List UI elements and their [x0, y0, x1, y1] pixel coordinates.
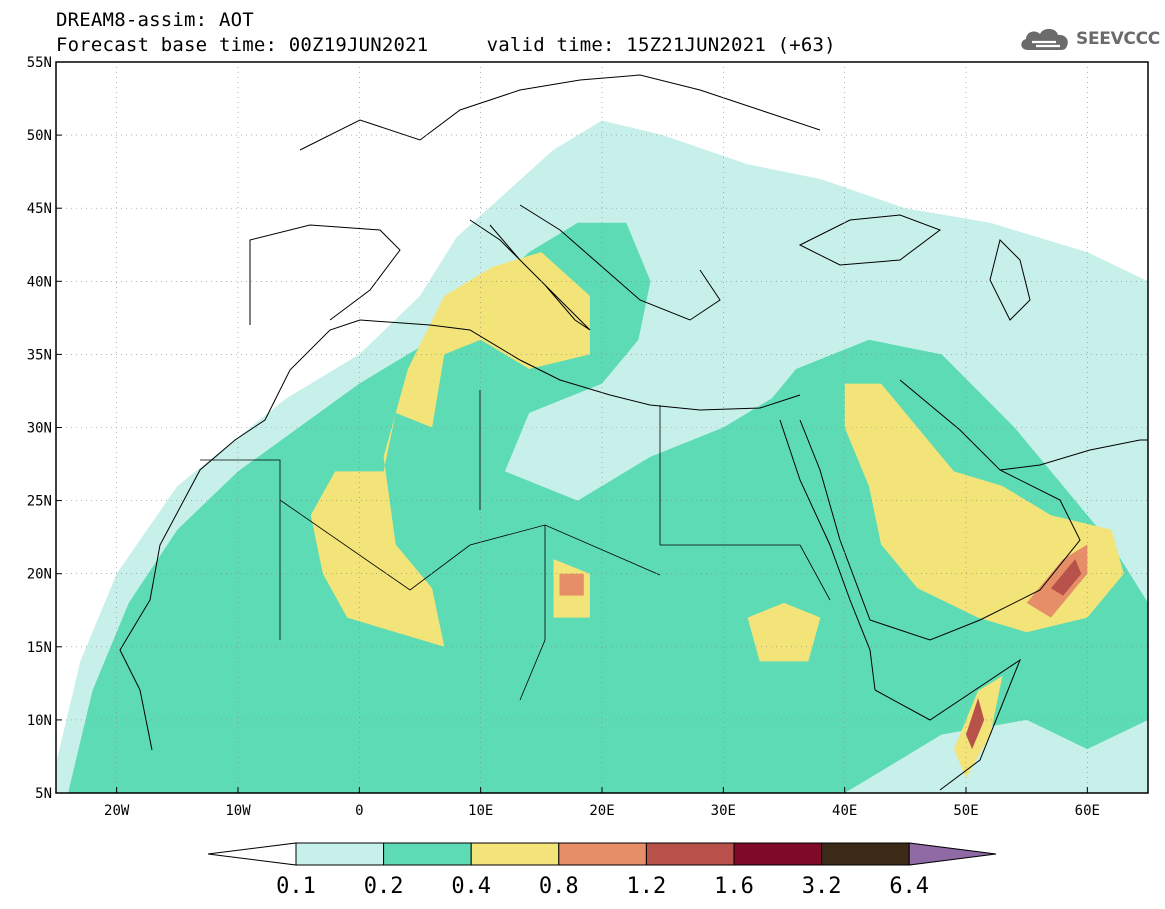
seevccc-logo: SEEVCCC: [1018, 22, 1160, 56]
latitude-axis: 55N 50N 45N 40N 35N 30N 25N 20N 15N 10N 5N: [27, 55, 62, 802]
coastline-arabia: [799, 379, 1081, 641]
colorbar-label: 3.2: [802, 874, 842, 899]
aot-region-level-3: [559, 573, 584, 596]
aot-field-layer: [56, 120, 1148, 793]
aot-region-level-4: [1050, 559, 1082, 596]
chart-title: DREAM8-assim: AOT: [56, 9, 254, 31]
lon-tick-label: 20W: [104, 803, 130, 819]
lat-tick-label: 55N: [27, 55, 52, 71]
coastline-europe-north: [299, 74, 821, 151]
coastline-north-africa: [359, 319, 801, 411]
cloud-icon: [1021, 28, 1068, 50]
coastline-west-africa: [119, 319, 361, 751]
colorbar-label: 1.2: [627, 874, 667, 899]
coastline-red-sea: [779, 419, 876, 691]
lat-tick-label: 50N: [27, 128, 52, 144]
lon-tick-label: 30E: [711, 803, 736, 819]
logo-text: SEEVCCC: [1076, 29, 1160, 49]
colorbar-label: 0.4: [451, 874, 491, 899]
coastline-caspian: [989, 239, 1031, 321]
lat-tick-label: 20N: [27, 567, 52, 583]
lat-tick-label: 30N: [27, 421, 52, 437]
aot-region-level-1: [68, 222, 1148, 793]
coastline-horn: [874, 658, 1022, 791]
longitude-axis: 20W 10W 0 10E 20E 30E 40E 50E 60E: [104, 787, 1100, 819]
aot-region-level-2: [844, 383, 1124, 633]
colorbar-label: 0.8: [539, 874, 579, 899]
lat-tick-label: 25N: [27, 494, 52, 510]
lat-tick-label: 35N: [27, 347, 52, 363]
colorbar-swatch: [558, 842, 647, 866]
colorbar: 0.1 0.2 0.4 0.8 1.2 1.6 3.2 6.4: [207, 842, 997, 899]
lon-tick-label: 10E: [468, 803, 493, 819]
colorbar-over-arrow: [908, 842, 997, 866]
lon-tick-label: 10W: [225, 803, 251, 819]
lat-tick-label: 45N: [27, 201, 52, 217]
lat-tick-label: 15N: [27, 640, 52, 656]
aot-region-level-2: [747, 602, 821, 662]
lon-tick-label: 40E: [832, 803, 857, 819]
colorbar-label: 0.2: [364, 874, 404, 899]
colorbar-label: 1.6: [714, 874, 754, 899]
colorbar-swatch: [295, 842, 385, 866]
colorbar-swatch: [821, 842, 910, 866]
lon-tick-label: 0: [355, 803, 363, 819]
lon-tick-label: 60E: [1075, 803, 1100, 819]
border-lines: [200, 390, 831, 701]
colorbar-label: 0.1: [276, 874, 316, 899]
colorbar-swatch: [383, 842, 472, 866]
aot-region-level-4: [966, 698, 985, 750]
coastline-iberia: [249, 224, 401, 325]
coastline-layer: [119, 74, 1148, 791]
colorbar-under-arrow: [207, 842, 297, 866]
colorbar-swatch: [733, 842, 823, 866]
coastline-iran-asia: [999, 439, 1148, 471]
coastline-italy: [469, 219, 591, 331]
colorbar-swatch: [470, 842, 560, 866]
coastline-balkans-greece: [519, 204, 721, 321]
lat-tick-label: 40N: [27, 274, 52, 290]
colorbar-label: 6.4: [889, 874, 929, 899]
lon-tick-label: 50E: [953, 803, 978, 819]
lat-tick-label: 5N: [35, 786, 52, 802]
coastline-black-sea: [798, 214, 942, 266]
aot-region-level-2: [310, 252, 590, 647]
lon-tick-label: 20E: [589, 803, 614, 819]
lat-tick-label: 10N: [27, 713, 52, 729]
colorbar-swatch: [645, 842, 735, 866]
forecast-time-line: Forecast base time: 00Z19JUN2021 valid t…: [56, 34, 836, 56]
